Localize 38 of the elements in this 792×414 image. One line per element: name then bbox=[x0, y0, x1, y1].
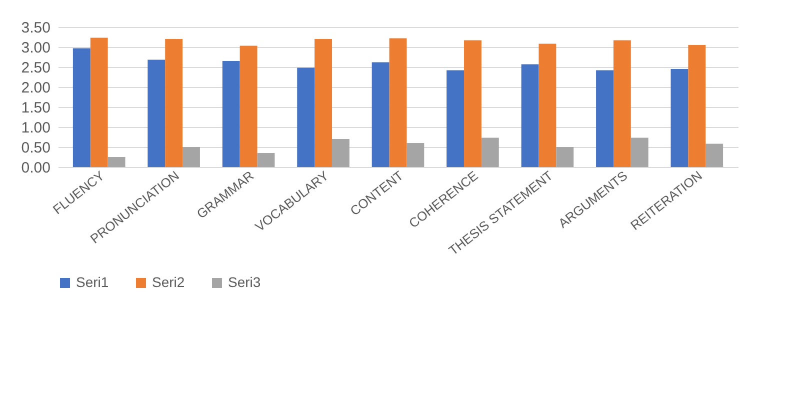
bar bbox=[596, 70, 614, 167]
bar bbox=[521, 64, 539, 167]
bar bbox=[630, 138, 648, 167]
bar bbox=[538, 44, 556, 167]
bar bbox=[688, 45, 706, 167]
bar bbox=[406, 143, 424, 167]
y-tick-label: 1.00 bbox=[21, 120, 50, 136]
y-tick-label: 3.00 bbox=[21, 40, 50, 56]
bar bbox=[613, 40, 631, 167]
legend-label: Seri1 bbox=[76, 274, 109, 290]
y-tick-label: 0.50 bbox=[21, 140, 50, 156]
y-tick-label: 0.00 bbox=[21, 160, 50, 176]
bar bbox=[240, 46, 258, 167]
bar bbox=[72, 48, 90, 167]
bar bbox=[332, 139, 350, 167]
bar bbox=[481, 138, 499, 167]
bar bbox=[257, 153, 275, 167]
y-tick-label: 3.50 bbox=[21, 20, 50, 36]
bar bbox=[90, 38, 108, 167]
bar bbox=[108, 157, 126, 167]
y-tick-label: 1.50 bbox=[21, 100, 50, 116]
legend-label: Seri2 bbox=[152, 274, 185, 290]
bar bbox=[446, 70, 464, 167]
bar bbox=[464, 40, 482, 167]
bar bbox=[556, 147, 574, 167]
bar bbox=[670, 69, 688, 167]
y-tick-label: 2.50 bbox=[21, 60, 50, 76]
bar bbox=[182, 147, 200, 167]
bar bbox=[389, 38, 407, 167]
legend-label: Seri3 bbox=[228, 274, 261, 290]
bar bbox=[297, 68, 315, 167]
bar bbox=[165, 39, 183, 167]
bar bbox=[222, 61, 240, 167]
bar bbox=[314, 39, 332, 167]
bar bbox=[706, 144, 724, 167]
bar bbox=[372, 62, 390, 167]
bar bbox=[148, 60, 166, 167]
y-tick-label: 2.00 bbox=[21, 80, 50, 96]
